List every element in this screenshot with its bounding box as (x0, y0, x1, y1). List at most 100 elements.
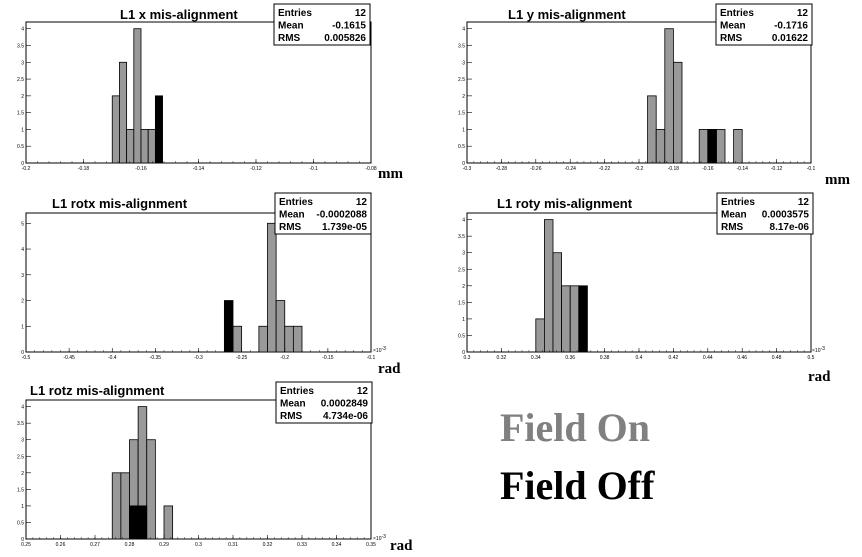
y-tick-label: 4 (462, 27, 465, 33)
y-tick-label: 3 (21, 438, 24, 444)
x-axis-unit: rad (378, 361, 401, 377)
x-axis-unit: mm (378, 166, 403, 182)
stats-label: RMS (721, 222, 744, 233)
stats-label: Mean (279, 210, 305, 221)
x-tick-label: -0.35 (150, 355, 162, 361)
chart-title: L1 y mis-alignment (508, 7, 626, 22)
x-tick-label: -0.1 (367, 355, 376, 361)
x-tick-label: 0.31 (228, 542, 238, 548)
stats-label: Mean (721, 210, 747, 221)
bar-field-on (284, 325, 294, 353)
x-tick-label: -0.14 (736, 166, 748, 172)
stats-label: RMS (279, 222, 302, 233)
bar-field-on (267, 222, 277, 353)
bar-field-on (716, 129, 726, 164)
stats-label: RMS (720, 33, 743, 44)
stats-box (275, 381, 373, 424)
stats-label: Mean (278, 21, 304, 32)
x-tick-label: 0.42 (669, 355, 679, 361)
y-tick-label: 1 (462, 317, 465, 323)
bar-field-on (147, 129, 156, 164)
stats-label: Entries (721, 197, 755, 208)
stats-label: Entries (278, 8, 312, 19)
x-tick-label: -0.2 (635, 166, 644, 172)
bar-field-on (664, 28, 674, 164)
x-axis-unit: rad (808, 369, 831, 385)
bar-field-on (698, 129, 709, 164)
y-tick-label: 1.5 (458, 111, 465, 117)
bar-field-on (552, 252, 563, 353)
plot-frame (466, 212, 812, 353)
x-tick-label: -0.2 (280, 355, 289, 361)
stats-box (274, 192, 372, 235)
x-axis-unit: mm (825, 172, 850, 188)
x-tick-label: -0.24 (564, 166, 576, 172)
stats-box (715, 3, 813, 46)
stats-value: 0.01622 (772, 33, 809, 44)
x-tick-label: 0.26 (56, 542, 66, 548)
y-tick-label: 5 (21, 221, 24, 227)
bar-field-on (126, 129, 135, 164)
x-tick-label: 0.33 (297, 542, 307, 548)
y-tick-label: 2 (462, 284, 465, 290)
y-tick-label: 0.5 (17, 144, 24, 150)
bar-field-on (544, 219, 554, 353)
bar-field-on (232, 325, 243, 353)
x-tick-label: 0.28 (125, 542, 135, 548)
legend-field-off: Field Off (500, 463, 655, 508)
x-tick-label: -0.5 (22, 355, 31, 361)
x-tick-label: -0.15 (322, 355, 334, 361)
y-tick-label: 2.5 (17, 77, 24, 83)
x-tick-label: 0.38 (600, 355, 610, 361)
histogram-panel-1: -0.2 -0.18 -0.16 -0.14 -0.12 -0.1 -0.08 0 0.5 1 1.… (17, 3, 403, 182)
x-tick-label: 0.3 (464, 355, 471, 361)
y-tick-label: 4 (21, 27, 24, 33)
stats-value: 0.0003575 (762, 210, 810, 221)
bar-field-off (707, 129, 717, 164)
y-tick-label: 2 (21, 471, 24, 477)
x-tick-label: 0.4 (636, 355, 643, 361)
x-tick-label: -0.16 (135, 166, 147, 172)
x-tick-label: 0.34 (531, 355, 541, 361)
bar-field-on (655, 129, 666, 164)
axis-exponent: ×10-3 (373, 534, 386, 542)
x-tick-label: 0.34 (332, 542, 342, 548)
bar-field-off (137, 505, 148, 540)
x-tick-label: 0.3 (195, 542, 202, 548)
y-tick-label: 3.5 (17, 421, 24, 427)
stats-value: 12 (798, 197, 810, 208)
stats-label: Entries (280, 386, 314, 397)
bar-field-on (111, 472, 122, 540)
x-tick-label: 0.46 (737, 355, 747, 361)
bar-field-on (535, 318, 545, 353)
y-tick-label: 2 (21, 94, 24, 100)
y-tick-label: 3 (462, 251, 465, 257)
stats-label: Entries (279, 197, 313, 208)
y-tick-label: 0.5 (458, 144, 465, 150)
histogram-panel-4: 0.3 0.32 0.34 0.36 0.38 0.4 0.42 0.44 0.46 0.48 0.… (458, 192, 831, 385)
x-tick-label: 0.35 (366, 542, 376, 548)
y-tick-label: 0 (21, 161, 24, 167)
bar-field-on (111, 95, 120, 164)
histogram-panel-3: -0.5 -0.45 -0.4 -0.35 -0.3 -0.25 -0.2 -0.15 -0.1… (21, 192, 401, 377)
x-tick-label: -0.1 (807, 166, 816, 172)
bar-field-on (569, 285, 580, 353)
y-tick-label: 1 (21, 504, 24, 510)
bar-field-on (120, 472, 130, 540)
axis-exponent: ×10-3 (812, 346, 825, 354)
y-tick-label: 3.5 (17, 44, 24, 50)
x-tick-label: -0.16 (702, 166, 714, 172)
x-axis-unit: rad (390, 538, 413, 554)
x-tick-label: 0.32 (497, 355, 507, 361)
x-tick-label: 0.29 (159, 542, 169, 548)
x-tick-label: -0.08 (365, 166, 377, 172)
y-tick-label: 0.5 (458, 333, 465, 339)
histogram-panel-5: 0.25 0.26 0.27 0.28 0.29 0.3 0.31 0.32 0.33 0.34 0… (17, 381, 413, 554)
bar-field-off (129, 505, 139, 540)
chart-title: L1 roty mis-alignment (497, 196, 633, 211)
y-tick-label: 3.5 (458, 234, 465, 240)
x-tick-label: -0.4 (108, 355, 117, 361)
x-tick-label: 0.25 (21, 542, 31, 548)
y-tick-label: 1.5 (17, 111, 24, 117)
